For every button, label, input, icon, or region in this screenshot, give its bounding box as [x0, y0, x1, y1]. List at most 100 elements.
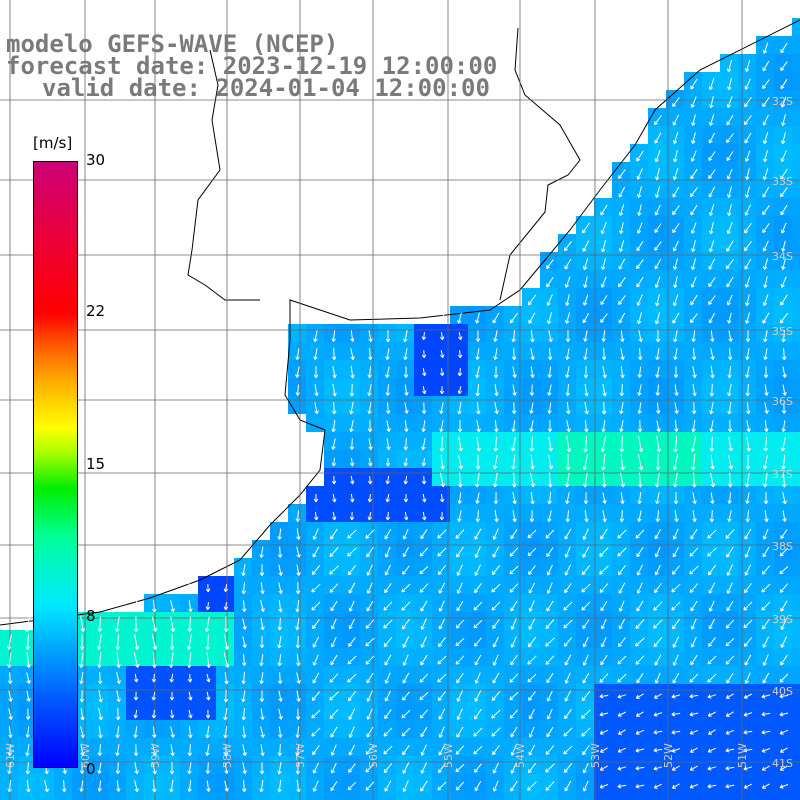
wind-arrow — [25, 761, 31, 775]
wind-arrow — [691, 114, 696, 126]
wind-cell — [738, 576, 756, 594]
wind-arrow — [618, 618, 626, 630]
wind-arrow — [745, 472, 750, 488]
wind-cell — [684, 576, 702, 594]
wind-arrow — [563, 601, 573, 611]
wind-cell — [378, 666, 396, 684]
wind-cell — [756, 270, 774, 288]
wind-arrow — [403, 366, 409, 378]
wind-arrow — [494, 420, 499, 433]
wind-arrow — [547, 348, 553, 361]
wind-arrow — [582, 636, 589, 648]
wind-cell — [540, 684, 558, 702]
wind-arrow — [763, 366, 769, 378]
wind-cell — [738, 630, 756, 648]
wind-arrow — [654, 546, 661, 558]
wind-cell — [198, 630, 216, 648]
wind-cell — [108, 756, 126, 774]
wind-cell — [468, 522, 486, 540]
wind-cell — [612, 306, 630, 324]
wind-cell — [522, 522, 540, 540]
wind-cell — [540, 792, 558, 800]
wind-arrow — [690, 618, 697, 630]
wind-cell — [630, 612, 648, 630]
wind-arrow — [780, 204, 788, 216]
wind-cell — [648, 630, 666, 648]
wind-arrow — [672, 528, 679, 540]
wind-arrow — [690, 150, 697, 162]
wind-cell — [414, 522, 432, 540]
wind-cell — [648, 774, 666, 792]
wind-arrow — [475, 454, 481, 470]
wind-arrow — [565, 294, 570, 306]
wind-cell — [522, 414, 540, 432]
wind-cell — [576, 270, 594, 288]
wind-arrow — [636, 672, 644, 684]
wind-cell — [720, 396, 738, 414]
wind-cell — [702, 540, 720, 558]
wind-arrow — [456, 600, 464, 612]
wind-cell — [144, 774, 162, 792]
wind-arrow — [366, 564, 373, 576]
wind-arrow — [692, 472, 697, 488]
wind-cell — [720, 198, 738, 216]
wind-arrow — [746, 402, 751, 415]
wind-arrow — [348, 744, 356, 756]
wind-arrow — [782, 510, 787, 522]
wind-cell — [342, 720, 360, 738]
wind-arrow — [728, 454, 734, 470]
wind-arrow — [565, 366, 570, 379]
wind-cell — [720, 468, 738, 486]
wind-cell — [738, 558, 756, 576]
wind-cell — [774, 108, 792, 126]
wind-arrow — [545, 781, 555, 791]
wind-arrow — [456, 546, 464, 558]
wind-cell — [522, 486, 540, 504]
wind-arrow — [745, 348, 750, 361]
wind-arrow — [367, 493, 373, 503]
wind-cell — [162, 630, 180, 648]
wind-arrow — [691, 402, 697, 415]
wind-cell — [630, 378, 648, 396]
wind-arrow — [527, 547, 537, 557]
wind-arrow — [242, 744, 247, 756]
wind-arrow — [26, 690, 31, 702]
wind-cell — [540, 270, 558, 288]
wind-cell — [414, 612, 432, 630]
wind-cell — [738, 720, 756, 738]
wind-cell — [756, 288, 774, 306]
longitude-label: 51W — [736, 743, 749, 768]
wind-arrow — [671, 730, 681, 735]
wind-cell — [288, 360, 306, 378]
wind-arrow — [510, 762, 517, 774]
wind-cell — [594, 792, 612, 800]
wind-arrow — [456, 582, 463, 594]
wind-arrow — [97, 616, 102, 632]
wind-cell — [306, 594, 324, 612]
wind-speed-field — [0, 18, 800, 800]
wind-arrow — [707, 747, 717, 753]
wind-cell — [432, 522, 450, 540]
wind-cell — [612, 774, 630, 792]
wind-arrow — [295, 761, 301, 775]
wind-cell — [378, 468, 396, 486]
wind-arrow — [710, 348, 715, 361]
wind-arrow — [365, 619, 375, 629]
wind-arrow — [386, 420, 391, 432]
wind-arrow — [97, 672, 103, 685]
wind-arrow — [564, 546, 571, 558]
wind-arrow — [563, 763, 573, 773]
wind-arrow — [169, 634, 175, 650]
wind-cell — [738, 54, 756, 72]
wind-arrow — [80, 726, 85, 739]
wind-arrow — [512, 492, 517, 505]
wind-cell — [774, 144, 792, 162]
wind-cell — [18, 738, 36, 756]
wind-arrow — [689, 729, 699, 735]
wind-cell — [432, 450, 450, 468]
wind-arrow — [599, 712, 609, 717]
wind-cell — [558, 342, 576, 360]
wind-cell — [666, 90, 684, 108]
wind-cell — [540, 522, 558, 540]
